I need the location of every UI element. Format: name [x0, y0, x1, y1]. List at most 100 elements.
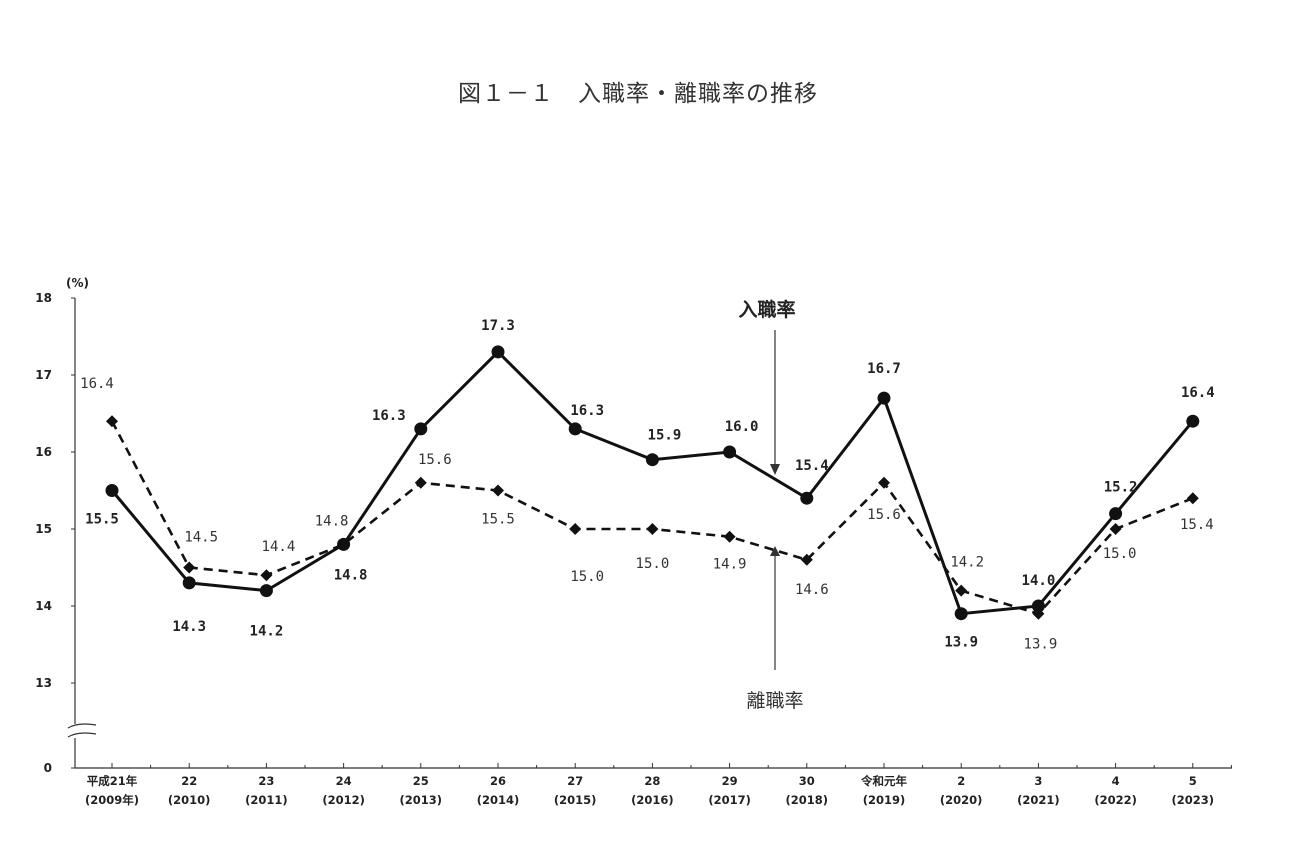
hiring-data-label: 14.8: [334, 567, 368, 583]
hiring-data-label: 13.9: [944, 635, 978, 651]
separation-diamond-marker: [492, 484, 504, 497]
hiring-data-label: 16.4: [1181, 385, 1215, 401]
x-tick-label: 29: [722, 774, 738, 788]
y-tick-label: 14: [35, 599, 52, 613]
x-tick-label-year: (2014): [477, 793, 520, 807]
x-tick-label-year: (2017): [708, 793, 751, 807]
hiring-circle-marker: [877, 391, 891, 405]
data-labels: 15.5 14.3 14.2 14.8 16.3 17.3 16.3 15.9 16.0 15.4…: [80, 318, 1215, 653]
x-tick-label: 28: [644, 774, 660, 788]
hiring-circle-marker: [414, 422, 428, 436]
hiring-data-label: 15.5: [85, 512, 119, 528]
y-tick-label: 0: [44, 761, 52, 775]
x-tick-label-year: (2020): [940, 793, 983, 807]
hiring-data-label: 16.7: [867, 361, 901, 377]
series-markers: [105, 345, 1200, 621]
hiring-circle-marker: [1186, 414, 1200, 428]
hiring-data-label: 14.2: [250, 624, 284, 640]
separation-diamond-marker: [106, 415, 118, 428]
x-tick-label-year: (2011): [245, 793, 288, 807]
separation-data-label: 15.0: [570, 569, 604, 585]
separation-diamond-marker: [183, 561, 196, 574]
hiring-circle-marker: [1031, 599, 1045, 613]
separation-data-label: 13.9: [1024, 637, 1058, 653]
hiring-circle-marker: [723, 445, 737, 459]
axis-break-mark: [67, 732, 97, 738]
x-tick-label: 27: [567, 774, 583, 788]
separation-diamond-marker: [569, 523, 582, 535]
separation-data-label: 15.0: [636, 556, 670, 572]
y-axis-unit: (%): [66, 276, 89, 290]
x-tick-label-year: (2018): [786, 793, 829, 807]
separation-data-label: 14.8: [315, 513, 349, 529]
x-tick-label: 23: [258, 774, 274, 788]
separation-diamond-marker: [260, 569, 273, 582]
x-tick-label: 平成21年: [87, 774, 138, 788]
x-tick-label-year: (2015): [554, 793, 597, 807]
x-tick-label-year: (2010): [168, 793, 211, 807]
hiring-data-label: 14.0: [1022, 573, 1056, 589]
hiring-circle-marker: [105, 484, 119, 497]
x-tick-label-year: (2023): [1172, 793, 1215, 807]
x-tick-label: 25: [413, 774, 429, 788]
hiring-data-label: 15.4: [795, 458, 829, 474]
separation-data-label: 14.9: [713, 557, 747, 573]
separation-data-label: 14.6: [795, 582, 829, 598]
x-tick-label: 30: [799, 774, 815, 788]
y-tick-label: 15: [35, 522, 52, 536]
x-tick-label-year: (2016): [631, 793, 674, 807]
hiring-data-label: 15.2: [1104, 480, 1138, 496]
x-tick-label: 22: [181, 774, 197, 788]
hiring-data-label: 17.3: [481, 318, 515, 334]
x-tick-label-year: (2009年): [85, 793, 139, 807]
x-tick-label: 2: [957, 774, 965, 788]
x-tick-label: 5: [1189, 774, 1197, 788]
annotation-separation: 離職率: [746, 690, 803, 712]
hiring-circle-marker: [645, 453, 659, 467]
hiring-circle-marker: [259, 584, 273, 598]
y-tick-label: 13: [35, 676, 52, 690]
x-tick-label-year: (2013): [400, 793, 443, 807]
separation-data-label: 14.2: [950, 555, 984, 571]
hiring-circle-marker: [800, 491, 814, 505]
hiring-data-label: 14.3: [172, 619, 206, 635]
separation-diamond-marker: [414, 476, 427, 489]
separation-diamond-marker: [1186, 492, 1199, 505]
x-tick-label: 令和元年: [860, 774, 907, 788]
hiring-circle-marker: [954, 607, 968, 621]
hiring-circle-marker: [182, 576, 196, 590]
y-tick-label: 16: [35, 445, 52, 459]
chart-title: 図１－１ 入職率・離職率の推移: [458, 81, 818, 107]
separation-data-label: 16.4: [80, 376, 114, 392]
x-tick-label-year: (2021): [1017, 793, 1060, 807]
hiring-data-label: 15.9: [648, 428, 682, 444]
separation-diamond-marker: [878, 476, 890, 489]
arrow-head-down: [770, 464, 780, 475]
x-tick-label: 24: [336, 774, 352, 788]
arrow-head-up: [770, 546, 780, 556]
hiring-data-label: 16.3: [372, 408, 406, 424]
axis-break-mark: [67, 723, 97, 729]
separation-data-label: 14.4: [262, 539, 296, 555]
x-tick-label-year: (2019): [863, 793, 906, 807]
x-tick-label: 4: [1112, 774, 1120, 788]
x-tick-label: 3: [1034, 774, 1042, 788]
hiring-data-label: 16.3: [570, 403, 604, 419]
separation-data-label: 15.6: [867, 507, 901, 523]
x-tick-label: 26: [490, 774, 506, 788]
separation-diamond-marker: [800, 553, 813, 566]
separation-diamond-marker: [1109, 523, 1122, 535]
annotation-hiring: 入職率: [738, 298, 795, 321]
y-tick-label: 18: [35, 291, 52, 305]
separation-diamond-marker: [646, 523, 659, 535]
separation-data-label: 15.5: [481, 512, 515, 528]
separation-data-label: 15.0: [1103, 546, 1137, 562]
x-tick-label-year: (2012): [322, 793, 365, 807]
separation-diamond-marker: [723, 530, 736, 543]
hiring-circle-marker: [491, 345, 505, 359]
separation-data-label: 15.6: [418, 452, 452, 468]
x-tick-label-year: (2022): [1094, 793, 1137, 807]
separation-diamond-marker: [955, 584, 968, 597]
